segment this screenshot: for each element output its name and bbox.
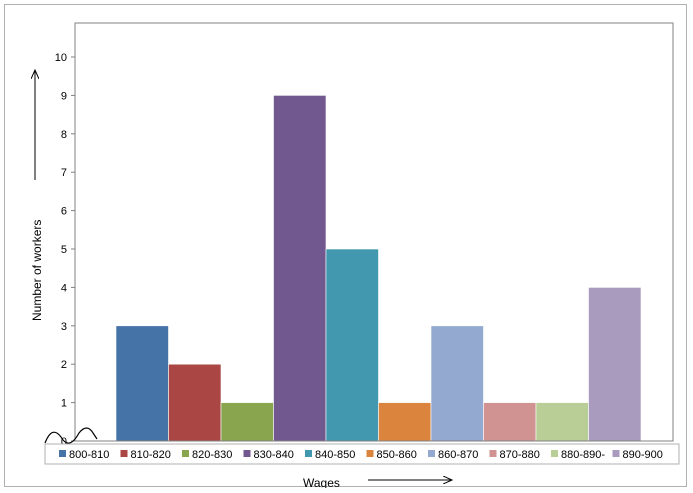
legend-label: 810-820	[131, 449, 171, 461]
y-axis-title: Number of workers	[30, 220, 44, 321]
y-tick-label: 0	[61, 436, 67, 448]
chart-frame: 0 1 2 3 4 5 6 7 8 9 10 800-810 810-820 820-830 830-84…	[4, 4, 687, 488]
legend-label: 820-830	[192, 449, 232, 461]
legend-swatch	[243, 450, 251, 457]
bar-890-900	[588, 287, 642, 442]
y-tick-label: 3	[61, 321, 67, 333]
y-tick-label: 4	[61, 282, 67, 294]
y-tick-label: 5	[61, 244, 67, 256]
bar-800-810	[115, 325, 169, 442]
legend-swatch	[551, 450, 558, 457]
y-tick-label: 9	[61, 90, 67, 102]
x-axis-title: Wages	[303, 476, 340, 488]
bar-830-840	[273, 95, 327, 442]
legend-swatch	[120, 450, 128, 457]
y-tick-label: 1	[61, 398, 67, 410]
bar-chart: 0 1 2 3 4 5 6 7 8 9 10 800-810 810-820 820-830 830-84…	[30, 22, 680, 488]
y-tick-label: 7	[61, 167, 67, 179]
legend: 800-810 810-820 820-830 830-840 840-850 850-8…	[59, 449, 663, 461]
legend-label: 860-870	[438, 449, 478, 461]
bars	[115, 95, 642, 442]
legend-label: 830-840	[254, 449, 294, 461]
legend-swatch	[489, 450, 497, 457]
legend-box	[44, 443, 680, 465]
y-tick-labels: 0 1 2 3 4 5 6 7 8 9 10	[55, 52, 75, 448]
legend-label: 850-860	[377, 449, 417, 461]
bar-840-850	[325, 248, 379, 442]
legend-label: 800-810	[69, 449, 109, 461]
legend-swatch	[366, 450, 374, 457]
legend-swatch	[182, 450, 189, 457]
y-tick-label: 10	[55, 52, 67, 64]
y-tick-label: 6	[61, 206, 67, 218]
legend-label: 870-880	[500, 449, 540, 461]
bar-850-860	[378, 402, 432, 442]
legend-label: 880-890-	[561, 449, 605, 461]
y-tick-label: 8	[61, 129, 67, 141]
bar-810-820	[168, 363, 222, 442]
legend-swatch	[305, 450, 312, 457]
axis-break-icon	[44, 427, 98, 444]
legend-label: 890-900	[623, 449, 663, 461]
bar-880-890-	[535, 402, 589, 442]
legend-swatch	[612, 450, 620, 457]
y-tick-label: 2	[61, 359, 67, 371]
bar-860-870	[430, 325, 484, 442]
legend-swatch	[59, 450, 66, 457]
bar-820-830	[220, 402, 274, 442]
legend-swatch	[428, 450, 435, 457]
legend-label: 840-850	[315, 449, 355, 461]
bar-870-880	[483, 402, 537, 442]
